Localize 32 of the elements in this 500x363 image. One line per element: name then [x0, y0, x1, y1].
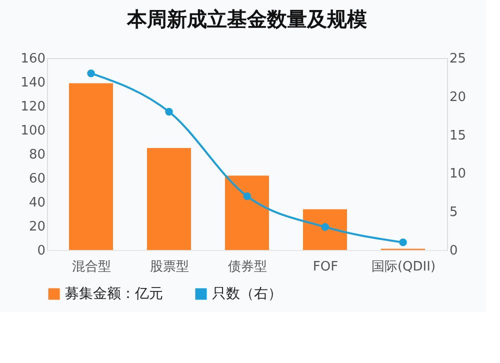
y-tick-label: 80	[28, 148, 46, 162]
y-tick-label: 120	[20, 100, 46, 114]
y2-tick-label: 10	[450, 166, 466, 182]
y-tick-label: 40	[28, 196, 46, 210]
bar	[303, 209, 347, 250]
point	[321, 223, 329, 231]
chart-title: 本周新成立基金数量及规模	[126, 7, 367, 31]
x-tick-label: 国际(QDII)	[371, 260, 436, 274]
point	[243, 192, 251, 200]
y2-tick-label: 5	[450, 205, 458, 220]
y-tick-label: 20	[28, 220, 46, 234]
x-tick-label: 混合型	[72, 260, 111, 274]
bar	[225, 176, 269, 250]
bar	[69, 83, 113, 250]
y2-tick-label: 0	[450, 244, 458, 258]
y2-tick-label: 20	[450, 90, 466, 105]
y2-tick-label: 25	[450, 52, 466, 66]
y2-tick-label: 15	[450, 128, 466, 144]
legend-label: 只数（右）	[212, 286, 282, 302]
x-tick-label: 股票型	[150, 260, 189, 274]
point	[165, 108, 173, 116]
legend-label: 募集金额：亿元	[65, 286, 163, 302]
point	[399, 238, 407, 246]
x-tick-label: 债券型	[228, 260, 267, 274]
x-tick-label: FOF	[312, 260, 338, 274]
y-tick-label: 160	[20, 52, 46, 66]
y-tick-label: 0	[37, 244, 46, 258]
point	[87, 69, 95, 78]
y-tick-label: 60	[28, 172, 46, 186]
y-tick-label: 100	[20, 124, 46, 138]
bar	[147, 148, 191, 250]
y-tick-label: 140	[20, 76, 46, 90]
